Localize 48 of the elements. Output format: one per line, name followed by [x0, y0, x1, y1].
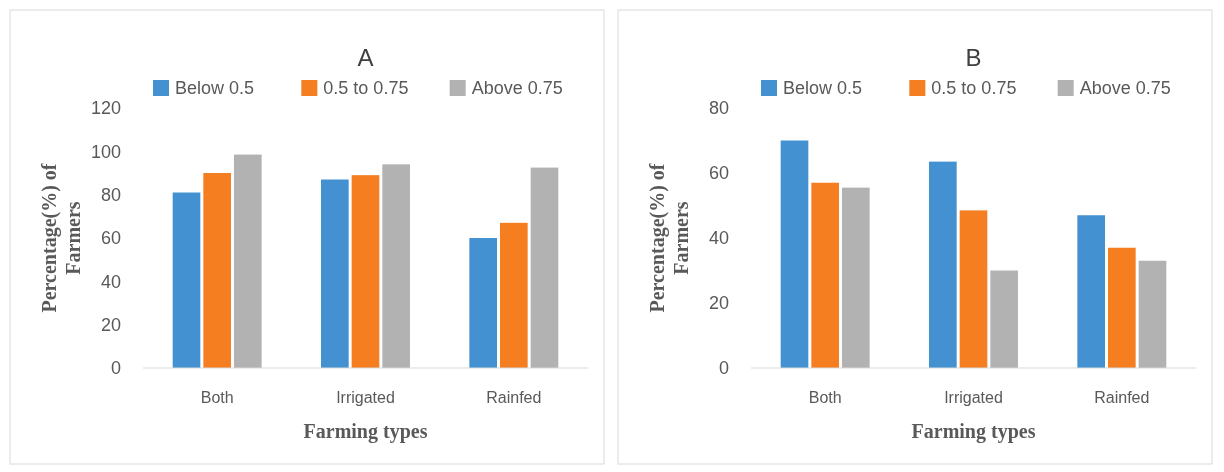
legend-label: 0.5 to 0.75 [323, 78, 409, 99]
bar [990, 270, 1018, 368]
y-tick-label: 60 [100, 228, 121, 249]
bar [469, 238, 498, 368]
bar [233, 154, 262, 368]
bar [959, 210, 988, 368]
legend-label: 0.5 to 0.75 [931, 78, 1017, 99]
bar [530, 167, 559, 368]
y-axis-title: Percentage(%) of Farmers [38, 163, 84, 313]
y-tick-label: 0 [110, 358, 121, 379]
y-tick-label: 80 [100, 184, 121, 205]
bar [321, 179, 349, 368]
x-axis-title: Farming types [911, 420, 1036, 443]
y-tick-label: 40 [708, 228, 729, 249]
x-tick-label: Both [808, 389, 842, 406]
bar [780, 140, 809, 368]
bar [203, 173, 231, 368]
bar [811, 182, 839, 368]
bar [1108, 247, 1136, 368]
x-tick-label: Both [200, 389, 234, 406]
y-tick-label: 80 [708, 98, 729, 119]
chart-title: B [965, 44, 982, 71]
bar [1138, 260, 1167, 368]
legend-label: Above 0.75 [1079, 78, 1171, 99]
bar [500, 222, 528, 368]
bar [172, 192, 201, 368]
y-tick-label: 40 [100, 271, 121, 292]
x-tick-label: Rainfed [486, 389, 542, 406]
y-tick-label: 60 [708, 163, 729, 184]
legend-label: Below 0.5 [175, 78, 255, 99]
y-tick-label: 0 [718, 358, 729, 379]
bar [841, 187, 870, 368]
bar [929, 161, 957, 368]
y-tick-label: 20 [708, 293, 729, 314]
y-tick-label: 120 [90, 98, 121, 119]
bar [351, 175, 380, 368]
y-tick-label: 20 [100, 314, 121, 335]
y-axis-title: Percentage(%) of Farmers [646, 163, 692, 313]
legend-label: Above 0.75 [471, 78, 563, 99]
x-tick-label: Irrigated [944, 389, 1003, 406]
bar [382, 164, 410, 368]
legend-label: Below 0.5 [783, 78, 863, 99]
chart-title: A [357, 44, 374, 71]
x-axis-title: Farming types [303, 420, 428, 443]
x-tick-label: Rainfed [1094, 389, 1150, 406]
y-tick-label: 100 [90, 141, 121, 162]
x-tick-label: Irrigated [336, 389, 395, 406]
bar [1077, 215, 1106, 368]
